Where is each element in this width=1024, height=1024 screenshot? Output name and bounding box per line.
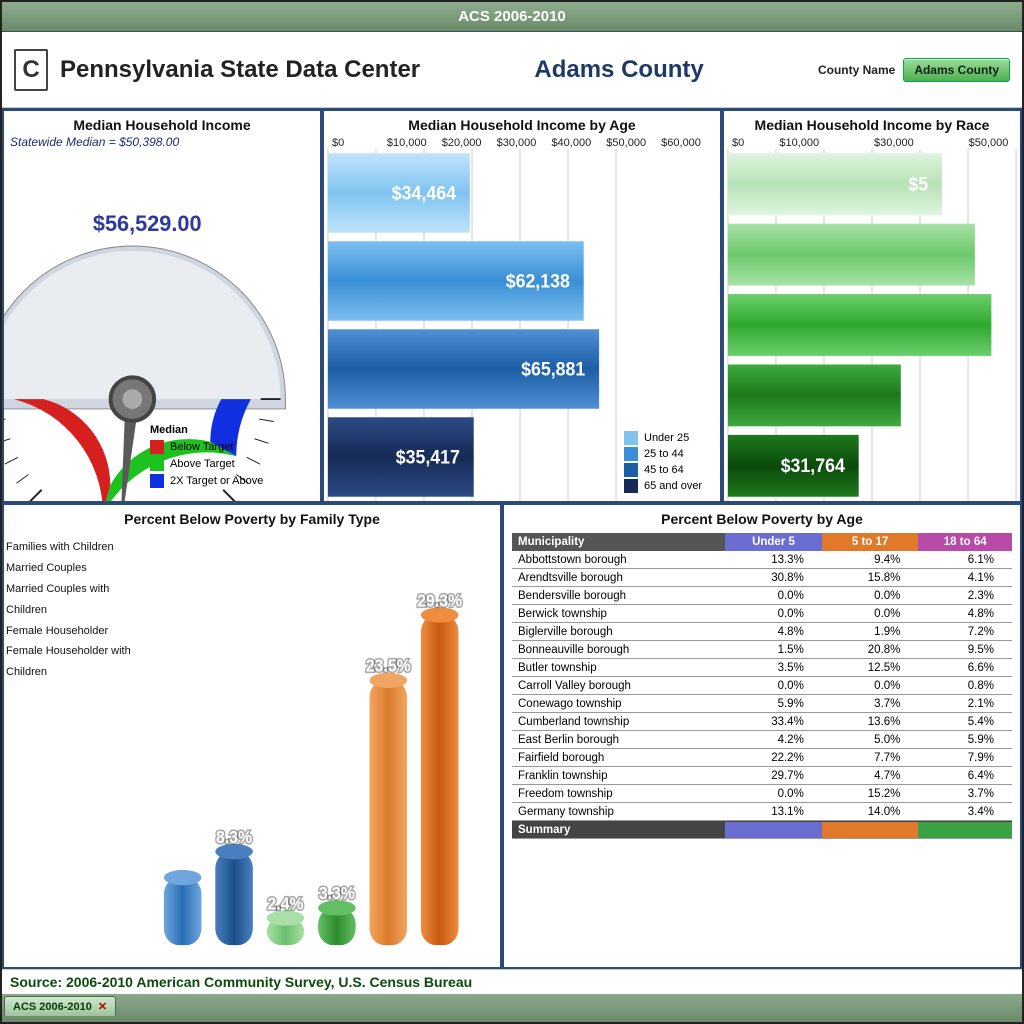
legend-label: Families with Children: [6, 537, 150, 558]
poverty-age-table: MunicipalityUnder 55 to 1718 to 64Abbott…: [512, 533, 1012, 839]
picker-label: County Name: [818, 63, 895, 77]
legend-label: Under 25: [644, 432, 689, 444]
legend-label: 25 to 44: [644, 448, 684, 460]
table-header[interactable]: 18 to 64: [918, 533, 1012, 551]
legend-label: Married Couples: [6, 558, 150, 579]
panel-income-age: Median Household Income by Age $0$10,000…: [322, 109, 722, 503]
income-age-title: Median Household Income by Age: [324, 111, 720, 135]
logo-letter: C: [22, 56, 39, 84]
panel-income-race: Median Household Income by Race $0$10,00…: [722, 109, 1022, 503]
app-title: ACS 2006-2010: [458, 8, 566, 25]
legend-swatch: [150, 474, 164, 488]
table-row[interactable]: Butler township3.5%12.5%6.6%: [512, 659, 1012, 677]
tab-strip: ACS 2006-2010 ✕: [2, 994, 1022, 1022]
table-row[interactable]: Freedom township0.0%15.2%3.7%: [512, 785, 1012, 803]
gauge-legend: Median Below Target Above Target 2X Target…: [150, 424, 310, 491]
table-row[interactable]: Carroll Valley borough0.0%0.0%0.8%: [512, 677, 1012, 695]
poverty-age-title: Percent Below Poverty by Age: [504, 505, 1020, 529]
legend-label: 2X Target or Above: [170, 475, 263, 487]
table-row[interactable]: Bendersville borough0.0%0.0%2.3%: [512, 587, 1012, 605]
svg-text:$34,464: $34,464: [392, 182, 457, 204]
income-race-chart: $5 $31,764: [724, 149, 1020, 501]
svg-text:$5: $5: [908, 173, 928, 195]
legend-swatch: [624, 447, 638, 461]
app-title-bar: ACS 2006-2010: [2, 2, 1022, 32]
table-row[interactable]: Bonneauville borough1.5%20.8%9.5%: [512, 641, 1012, 659]
panel-gauge: Median Household Income Statewide Median…: [2, 109, 322, 503]
table-row[interactable]: Germany township13.1%14.0%3.4%: [512, 803, 1012, 821]
poverty-family-legend: Families with ChildrenMarried CouplesMar…: [4, 529, 154, 967]
tab-label: ACS 2006-2010: [13, 1001, 92, 1013]
gauge-note: Statewide Median = $50,398.00: [4, 135, 320, 149]
table-row[interactable]: Fairfield borough22.2%7.7%7.9%: [512, 749, 1012, 767]
legend-swatch: [624, 479, 638, 493]
income-race-title: Median Household Income by Race: [724, 111, 1020, 135]
svg-text:8.3%: 8.3%: [216, 827, 252, 847]
table-header[interactable]: Municipality: [512, 533, 725, 551]
svg-text:$56,529.00: $56,529.00: [93, 211, 202, 236]
svg-text:$62,138: $62,138: [506, 270, 570, 292]
svg-text:29.3%: 29.3%: [417, 591, 462, 611]
legend-label: Female Householder: [6, 621, 150, 642]
table-row[interactable]: Berwick township0.0%0.0%4.8%: [512, 605, 1012, 623]
legend-swatch: [150, 440, 164, 454]
county-select[interactable]: Adams County: [903, 58, 1010, 82]
legend-swatch: [150, 457, 164, 471]
svg-text:$35,417: $35,417: [396, 446, 460, 468]
table-row[interactable]: Cumberland township33.4%13.6%5.4%: [512, 713, 1012, 731]
svg-text:$65,881: $65,881: [521, 358, 585, 380]
poverty-family-title: Percent Below Poverty by Family Type: [4, 505, 500, 529]
table-row[interactable]: Franklin township29.7%4.7%6.4%: [512, 767, 1012, 785]
svg-text:$31,764: $31,764: [781, 455, 846, 477]
table-header[interactable]: Under 5: [725, 533, 822, 551]
legend-swatch: [624, 431, 638, 445]
table-header[interactable]: 5 to 17: [822, 533, 919, 551]
legend-swatch: [624, 463, 638, 477]
legend-label: 65 and over: [644, 480, 702, 492]
tab-acs[interactable]: ACS 2006-2010 ✕: [4, 996, 116, 1016]
table-row[interactable]: East Berlin borough4.2%5.0%5.9%: [512, 731, 1012, 749]
table-row[interactable]: Biglerville borough4.8%1.9%7.2%: [512, 623, 1012, 641]
income-age-axis: $0$10,000$20,000$30,000$40,000$50,000$60…: [324, 135, 720, 149]
svg-text:23.5%: 23.5%: [366, 656, 411, 676]
legend-label: 45 to 64: [644, 464, 684, 476]
legend-label: Below Target: [170, 441, 233, 453]
income-age-chart: $34,464 $62,138 $65,881 $35,417: [324, 149, 620, 501]
income-race-axis: $0$10,000$30,000$50,000: [724, 135, 1020, 149]
panel-poverty-family: Percent Below Poverty by Family Type Fam…: [2, 503, 502, 969]
legend-label: Above Target: [170, 458, 235, 470]
legend-label: Married Couples with Children: [6, 579, 150, 621]
gauge-title: Median Household Income: [4, 111, 320, 135]
header: C Pennsylvania State Data Center Adams C…: [2, 32, 1022, 108]
gauge-legend-title: Median: [150, 424, 310, 436]
footer-source: Source: 2006-2010 American Community Sur…: [2, 969, 1022, 994]
table-row[interactable]: Abbottstown borough13.3%9.4%6.1%: [512, 551, 1012, 569]
table-row[interactable]: Arendtsville borough30.8%15.8%4.1%: [512, 569, 1012, 587]
legend-label: Female Householder with Children: [6, 641, 150, 683]
county-picker: County Name Adams County: [818, 58, 1010, 82]
close-icon[interactable]: ✕: [98, 1000, 107, 1013]
svg-text:3.3%: 3.3%: [319, 883, 355, 903]
logo: C: [14, 49, 48, 91]
panel-poverty-age: Percent Below Poverty by Age Municipalit…: [502, 503, 1022, 969]
table-row[interactable]: Conewago township5.9%3.7%2.1%: [512, 695, 1012, 713]
county-title: Adams County: [432, 56, 806, 84]
poverty-family-chart: 8.3% 2.4% 3.3% 23.5% 29.3%: [154, 529, 500, 967]
income-age-legend: Under 25 25 to 44 45 to 64 65 and over: [620, 423, 720, 501]
svg-text:2.4%: 2.4%: [267, 894, 303, 914]
org-name: Pennsylvania State Data Center: [60, 56, 420, 84]
